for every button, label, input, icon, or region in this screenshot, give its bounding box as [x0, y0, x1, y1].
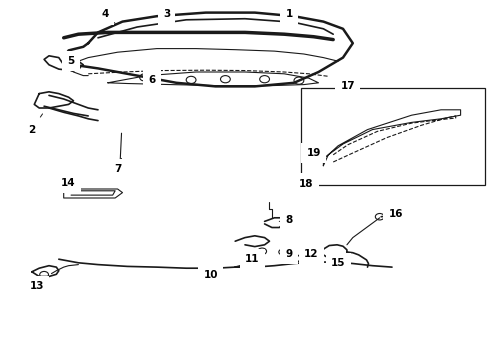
Text: 11: 11 — [245, 253, 260, 264]
Text: 16: 16 — [389, 209, 403, 219]
Text: 14: 14 — [61, 178, 78, 188]
Text: 1: 1 — [286, 9, 293, 19]
Bar — [301, 88, 485, 185]
Text: 10: 10 — [203, 270, 218, 280]
Text: 17: 17 — [341, 81, 355, 91]
Text: 8: 8 — [279, 215, 293, 225]
Text: 4: 4 — [101, 9, 115, 23]
Text: 9: 9 — [286, 249, 293, 259]
Text: 19: 19 — [306, 148, 321, 158]
Text: 3: 3 — [163, 9, 172, 20]
Text: 6: 6 — [147, 75, 155, 85]
Text: 7: 7 — [114, 158, 122, 174]
Text: 5: 5 — [68, 56, 74, 66]
Text: 18: 18 — [299, 178, 314, 189]
Text: 13: 13 — [29, 280, 44, 291]
Text: 2: 2 — [28, 114, 43, 135]
Text: 15: 15 — [331, 258, 345, 268]
Text: 12: 12 — [304, 249, 318, 259]
